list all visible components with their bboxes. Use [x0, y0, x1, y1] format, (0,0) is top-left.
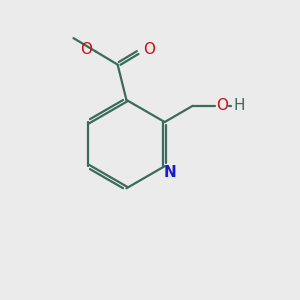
Text: H: H: [233, 98, 244, 113]
Text: N: N: [164, 165, 176, 180]
Text: O: O: [216, 98, 228, 113]
Text: O: O: [80, 42, 92, 57]
Text: O: O: [142, 42, 154, 57]
